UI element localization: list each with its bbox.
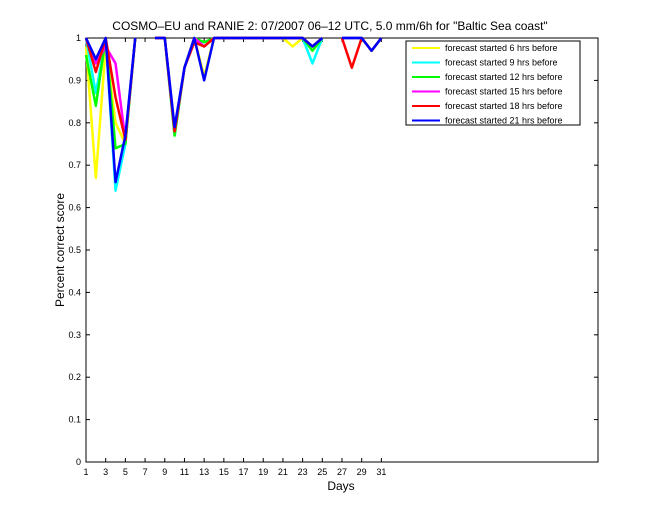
x-tick-label: 5 (123, 467, 128, 477)
x-tick-label: 7 (143, 467, 148, 477)
x-tick-label: 11 (180, 467, 189, 477)
legend: forecast started 6 hrs before forecast st… (405, 40, 581, 126)
y-tick-label: 0.8 (68, 118, 81, 128)
x-tick-label: 15 (219, 467, 229, 477)
y-tick-label: 0.2 (68, 372, 81, 382)
legend-entry: forecast started 12 hrs before (445, 72, 563, 82)
x-axis-label: Days (327, 479, 354, 493)
x-tick-label: 27 (337, 467, 347, 477)
y-tick-label: 0.9 (68, 75, 81, 85)
x-tick-label: 23 (298, 467, 308, 477)
x-tick-label: 13 (199, 467, 209, 477)
y-tick-label: 1 (76, 33, 81, 43)
chart-title: COSMO–EU and RANIE 2: 07/2007 06–12 UTC,… (112, 19, 547, 33)
y-tick-label: 0.3 (68, 330, 81, 340)
x-tick-label: 25 (317, 467, 327, 477)
axis-ticks: 1 3 5 7 9 11 13 15 17 19 21 23 25 27 29 3100.10.20.30.4… (68, 33, 598, 477)
legend-entry: forecast started 6 hrs before (445, 43, 558, 53)
x-tick-label: 17 (239, 467, 249, 477)
x-tick-label: 21 (278, 467, 288, 477)
legend-entry: forecast started 18 hrs before (445, 101, 563, 111)
x-tick-label: 31 (376, 467, 386, 477)
y-tick-label: 0.1 (68, 415, 81, 425)
y-tick-label: 0.7 (68, 160, 81, 170)
y-tick-label: 0.5 (68, 245, 81, 255)
legend-box (405, 40, 581, 126)
x-tick-label: 1 (83, 467, 88, 477)
y-axis-label: Percent correct score (53, 193, 67, 307)
legend-entry: forecast started 15 hrs before (445, 87, 563, 97)
legend-entry: forecast started 9 hrs before (445, 58, 558, 68)
legend-entry: forecast started 21 hrs before (445, 116, 563, 126)
series-line-6 (84, 36, 383, 184)
x-tick-label: 29 (357, 467, 367, 477)
x-tick-label: 19 (258, 467, 268, 477)
y-tick-label: 0.4 (68, 287, 81, 297)
x-tick-label: 9 (162, 467, 167, 477)
series-lines (84, 36, 383, 192)
y-tick-label: 0 (76, 457, 81, 467)
x-tick-label: 3 (103, 467, 108, 477)
y-tick-label: 0.6 (68, 203, 81, 213)
